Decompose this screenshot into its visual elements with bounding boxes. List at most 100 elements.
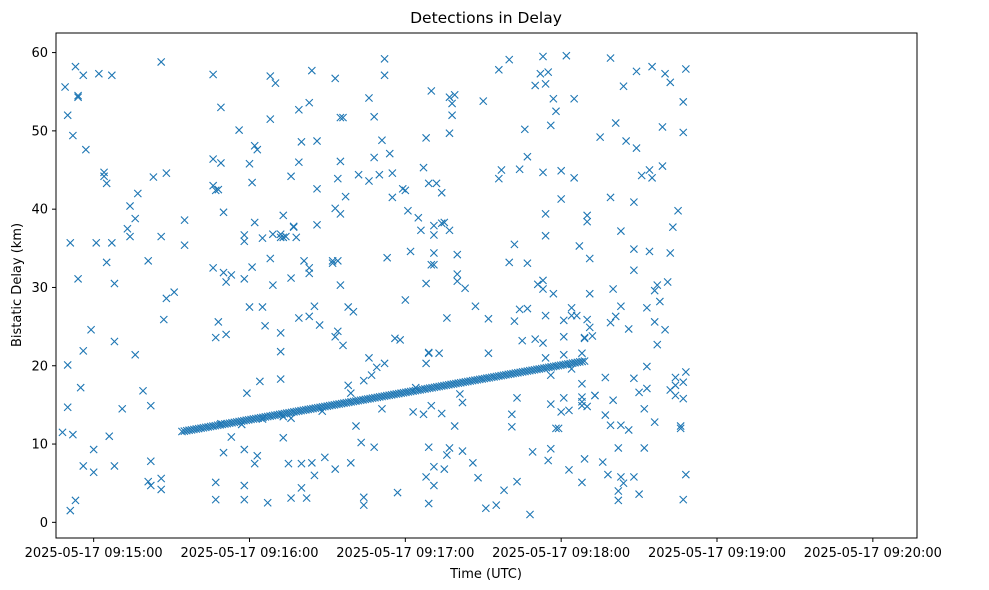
data-point xyxy=(516,368,525,377)
data-point xyxy=(571,358,580,367)
data-point xyxy=(520,125,529,134)
data-point xyxy=(375,392,384,401)
data-point xyxy=(390,334,399,343)
data-point xyxy=(261,412,270,421)
data-point xyxy=(577,478,586,487)
data-point xyxy=(359,376,368,385)
data-point xyxy=(455,389,464,398)
data-point xyxy=(240,231,249,239)
data-point xyxy=(507,410,516,419)
data-point xyxy=(445,129,454,138)
data-point xyxy=(567,303,576,312)
data-point xyxy=(89,468,98,477)
data-point xyxy=(310,471,319,480)
data-point xyxy=(451,379,460,388)
data-point xyxy=(429,260,438,269)
data-point xyxy=(556,361,565,370)
data-point xyxy=(68,430,77,439)
data-point xyxy=(642,362,651,371)
data-point xyxy=(606,54,615,63)
data-point xyxy=(541,311,550,320)
data-point xyxy=(544,68,553,77)
data-point xyxy=(585,323,594,332)
data-point xyxy=(580,334,589,343)
data-point xyxy=(466,377,475,386)
data-point xyxy=(479,97,488,106)
data-point xyxy=(266,254,275,263)
data-point xyxy=(68,131,77,140)
data-point xyxy=(235,417,244,426)
data-point xyxy=(629,374,638,383)
data-point xyxy=(313,137,322,146)
data-point xyxy=(294,314,303,322)
data-point xyxy=(279,433,288,442)
data-point xyxy=(424,349,433,358)
data-point xyxy=(666,78,675,87)
data-point xyxy=(606,193,615,202)
data-point xyxy=(561,360,570,369)
data-point xyxy=(209,70,218,79)
data-point xyxy=(453,250,462,259)
data-point xyxy=(126,232,135,241)
data-point xyxy=(429,481,438,490)
data-point xyxy=(157,474,166,483)
data-point xyxy=(157,57,166,66)
data-point xyxy=(216,420,225,429)
data-point xyxy=(541,231,550,240)
data-point xyxy=(279,233,288,242)
data-point xyxy=(562,51,571,60)
data-point xyxy=(216,158,225,167)
data-point xyxy=(347,397,356,406)
data-point xyxy=(583,402,592,411)
data-point xyxy=(399,388,408,397)
data-point xyxy=(302,494,311,503)
data-point xyxy=(606,421,615,430)
data-point xyxy=(539,52,547,61)
data-point xyxy=(63,111,72,120)
data-point xyxy=(501,370,510,379)
data-point xyxy=(162,169,171,178)
data-point xyxy=(468,376,477,385)
data-point xyxy=(180,216,189,225)
data-point xyxy=(525,366,534,375)
data-point xyxy=(394,389,403,398)
data-point xyxy=(557,194,566,203)
data-point xyxy=(546,444,555,453)
chart-title: Detections in Delay xyxy=(410,9,562,27)
data-point xyxy=(320,402,329,411)
data-point xyxy=(418,385,427,394)
data-point xyxy=(624,425,633,434)
data-point xyxy=(416,226,425,235)
data-point xyxy=(228,418,236,427)
data-point xyxy=(377,136,386,145)
data-point xyxy=(280,409,289,418)
data-point xyxy=(81,145,90,154)
data-point xyxy=(263,498,272,507)
data-point xyxy=(223,419,232,428)
data-point xyxy=(401,388,410,397)
data-point xyxy=(218,420,227,429)
data-point xyxy=(292,233,301,242)
data-point xyxy=(679,97,688,106)
data-point xyxy=(396,335,405,344)
data-point xyxy=(392,390,401,398)
data-point xyxy=(609,396,618,405)
data-point xyxy=(616,472,625,481)
data-point xyxy=(642,384,651,393)
data-point xyxy=(351,422,360,431)
data-point xyxy=(494,65,503,74)
data-point xyxy=(640,443,649,452)
data-point xyxy=(482,374,491,383)
data-point xyxy=(539,168,547,177)
data-point xyxy=(159,315,168,324)
data-point xyxy=(263,412,272,421)
data-point xyxy=(157,485,166,494)
data-point xyxy=(424,443,433,452)
data-point xyxy=(554,361,563,370)
data-point xyxy=(596,133,605,142)
data-point xyxy=(294,105,303,114)
data-point xyxy=(575,357,584,366)
data-point xyxy=(333,174,342,183)
data-point xyxy=(354,170,363,179)
data-point xyxy=(342,398,351,407)
